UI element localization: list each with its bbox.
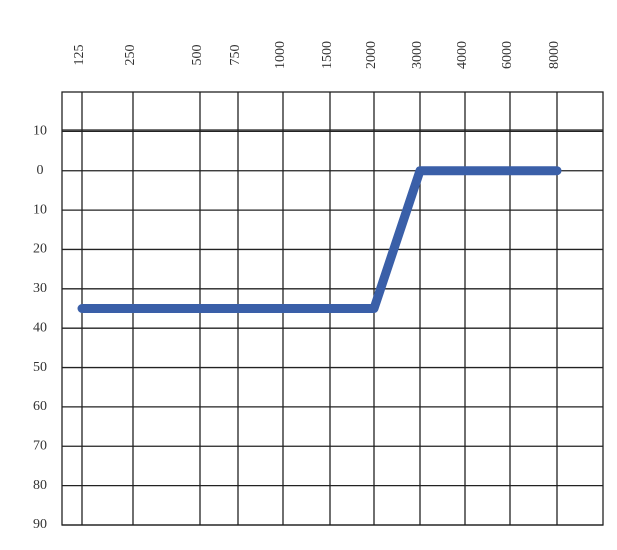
x-tick-label: 750 xyxy=(228,45,243,66)
x-tick-label: 4000 xyxy=(455,41,470,69)
x-tick-label: 125 xyxy=(72,45,87,66)
y-tick-label: 0 xyxy=(37,163,44,178)
x-tick-label: 6000 xyxy=(500,41,515,69)
y-tick-label: 10 xyxy=(33,202,47,217)
y-tick-label: 90 xyxy=(33,517,47,532)
x-tick-label: 1500 xyxy=(320,41,335,69)
x-tick-label: 3000 xyxy=(410,41,425,69)
y-tick-label: 70 xyxy=(33,438,47,453)
x-tick-label: 8000 xyxy=(547,41,562,69)
y-tick-label: 50 xyxy=(33,360,47,375)
x-tick-label: 2000 xyxy=(364,41,379,69)
y-tick-label: 80 xyxy=(33,478,47,493)
y-tick-label: 40 xyxy=(33,320,47,335)
y-tick-label: 20 xyxy=(33,242,47,257)
x-tick-label: 250 xyxy=(123,45,138,66)
audiogram-line xyxy=(77,166,562,313)
y-tick-label: 30 xyxy=(33,281,47,296)
x-tick-label: 500 xyxy=(190,45,205,66)
x-tick-label: 1000 xyxy=(273,41,288,69)
y-tick-label: 10 xyxy=(33,124,47,139)
y-tick-label: 60 xyxy=(33,399,47,414)
